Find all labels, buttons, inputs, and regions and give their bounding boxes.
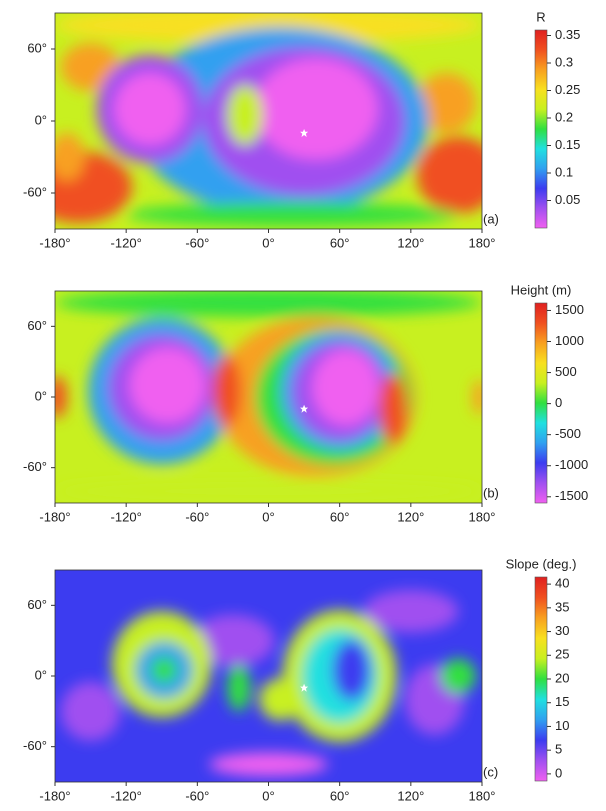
x-tick-label: -180° xyxy=(39,235,70,250)
colorbar-title: Slope (deg.) xyxy=(506,556,577,571)
colorbar: Height (m) 1500 1000 500 0 -500 -1000 -1500 xyxy=(511,282,589,503)
map-region xyxy=(48,376,67,418)
colorbar-title: R xyxy=(536,9,545,24)
colorbar-tick-label: 0.35 xyxy=(555,27,580,42)
map-image xyxy=(25,7,499,229)
colorbar: Slope (deg.) 40 35 30 25 20 15 10 5 0 xyxy=(506,556,577,781)
y-tick-label: -60° xyxy=(23,738,47,753)
colorbar-scale xyxy=(535,577,547,781)
colorbar-tick-label: 1500 xyxy=(555,302,584,317)
colorbar-scale xyxy=(535,303,547,503)
x-tick-label: 180° xyxy=(469,235,496,250)
y-tick-label: 60° xyxy=(27,318,47,333)
colorbar-tick-label: -1500 xyxy=(555,488,588,503)
x-tick-label: 120° xyxy=(397,235,424,250)
y-tick-label: -60° xyxy=(23,459,47,474)
map-region xyxy=(333,639,371,700)
page: -180° -120° -60° 0° 60° 120° 180° 60° 0° -60° (a) R… xyxy=(0,0,606,811)
colorbar-tick-label: 0.05 xyxy=(555,192,580,207)
map-panel: -180° -120° -60° 0° 60° 120° 180° 60° 0° -60° (c) xyxy=(23,570,498,803)
map-region xyxy=(417,137,500,214)
colorbar-tick-label: 1000 xyxy=(555,333,584,348)
map-panel: -180° -120° -60° 0° 60° 120° 180° 60° 0° -60° (a) xyxy=(23,7,500,250)
colorbar-scale xyxy=(535,30,547,228)
colorbar-tick-label: 0.2 xyxy=(555,109,573,124)
colorbar-tick-label: 35 xyxy=(555,599,569,614)
map-region xyxy=(213,356,241,427)
x-tick-label: 0° xyxy=(262,788,274,803)
map-region xyxy=(55,289,482,317)
y-tick-label: -60° xyxy=(23,184,47,199)
x-tick-label: 60° xyxy=(330,509,350,524)
map-region xyxy=(61,682,120,741)
colorbar-tick-label: 15 xyxy=(555,694,569,709)
map-region xyxy=(126,203,458,227)
y-tick-label: 0° xyxy=(35,112,47,127)
colorbar-tick-label: 20 xyxy=(555,670,569,685)
figure: -180° -120° -60° 0° 60° 120° 180° 60° 0° -60° (a) R… xyxy=(0,0,606,811)
x-tick-label: -180° xyxy=(39,509,70,524)
y-tick-label: 60° xyxy=(27,40,47,55)
x-tick-label: 180° xyxy=(469,788,496,803)
x-tick-label: -180° xyxy=(39,788,70,803)
y-tick-label: 0° xyxy=(35,667,47,682)
map-region xyxy=(259,678,302,720)
panel-label: (c) xyxy=(483,764,498,779)
colorbar-tick-label: 0 xyxy=(555,765,562,780)
y-tick-label: 60° xyxy=(27,597,47,612)
panel-label: (a) xyxy=(483,211,499,226)
colorbar-tick-label: -500 xyxy=(555,426,581,441)
x-tick-label: 0° xyxy=(262,509,274,524)
colorbar-tick-label: 0 xyxy=(555,395,562,410)
colorbar-tick-label: 0.25 xyxy=(555,82,580,97)
colorbar: R 0.35 0.3 0.25 0.2 0.15 0.1 0.05 xyxy=(535,9,580,228)
x-tick-label: 120° xyxy=(397,509,424,524)
panel-label: (b) xyxy=(483,485,499,500)
map-image xyxy=(48,289,487,503)
x-tick-label: 0° xyxy=(262,235,274,250)
map-region xyxy=(151,657,177,683)
colorbar-tick-label: 5 xyxy=(555,742,562,757)
colorbar-tick-label: 30 xyxy=(555,623,569,638)
map-region xyxy=(254,59,377,160)
colorbar-tick-label: 0.15 xyxy=(555,137,580,152)
map-region xyxy=(227,85,263,145)
y-tick-label: 0° xyxy=(35,388,47,403)
map-region xyxy=(130,348,206,423)
x-tick-label: -120° xyxy=(111,235,142,250)
colorbar-tick-label: 10 xyxy=(555,718,569,733)
map-region xyxy=(209,753,328,777)
colorbar-title: Height (m) xyxy=(511,282,572,297)
colorbar-tick-label: 0.1 xyxy=(555,164,573,179)
x-tick-label: 60° xyxy=(330,788,350,803)
map-region xyxy=(363,590,458,632)
map-region xyxy=(312,350,378,425)
x-tick-label: -60° xyxy=(185,235,209,250)
colorbar-tick-label: 0.3 xyxy=(555,54,573,69)
x-tick-label: -60° xyxy=(185,509,209,524)
map-region xyxy=(55,479,482,503)
x-tick-label: 180° xyxy=(469,509,496,524)
x-tick-label: 60° xyxy=(330,235,350,250)
map-region xyxy=(114,73,185,145)
x-tick-label: -120° xyxy=(111,509,142,524)
colorbar-tick-label: -1000 xyxy=(555,457,588,472)
map-region xyxy=(473,379,487,414)
map-region xyxy=(440,658,476,693)
colorbar-tick-label: 40 xyxy=(555,576,569,591)
map-panel: -180° -120° -60° 0° 60° 120° 180° 60° 0° -60° (b) xyxy=(23,289,499,525)
map-region xyxy=(379,373,407,444)
x-tick-label: -60° xyxy=(185,788,209,803)
x-tick-label: -120° xyxy=(111,788,142,803)
map-region xyxy=(49,133,85,181)
x-tick-label: 120° xyxy=(397,788,424,803)
colorbar-tick-label: 25 xyxy=(555,647,569,662)
map-region xyxy=(227,664,251,711)
colorbar-tick-label: 500 xyxy=(555,364,577,379)
map-image xyxy=(55,570,482,782)
